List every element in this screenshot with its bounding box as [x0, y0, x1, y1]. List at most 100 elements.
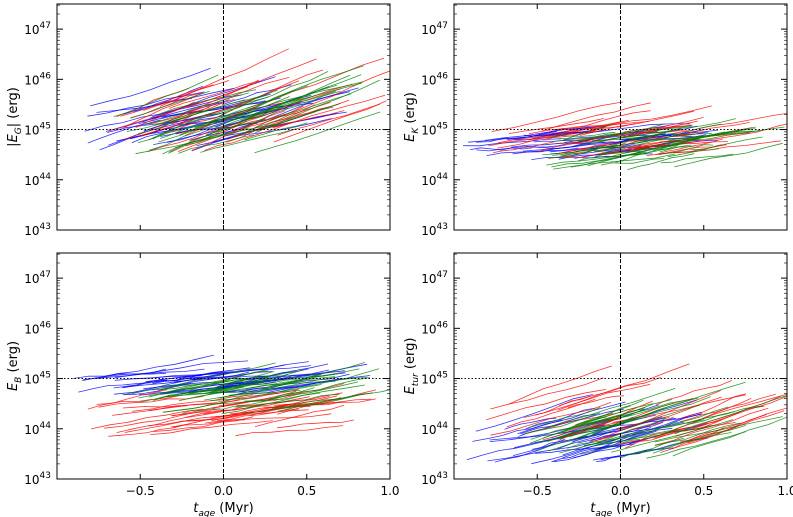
red-track [626, 132, 704, 145]
green-track [277, 368, 380, 393]
tracks [466, 363, 787, 465]
red-track [506, 398, 596, 428]
green-track [534, 423, 625, 443]
green-track [177, 371, 275, 395]
green-track [155, 93, 268, 126]
green-track [205, 110, 295, 136]
red-track [679, 393, 746, 420]
green-track [234, 81, 364, 116]
green-track [178, 379, 298, 402]
blue-track [522, 141, 612, 152]
red-track [579, 110, 694, 136]
green-track [660, 130, 760, 149]
blue-track [475, 394, 593, 432]
green-track [268, 377, 370, 400]
y-tick-label: 1046 [421, 71, 448, 87]
red-track [490, 377, 604, 410]
red-track [163, 112, 227, 134]
red-track [616, 396, 722, 430]
red-track [567, 395, 625, 409]
green-track [544, 388, 676, 429]
x-tick-label: 0.0 [214, 484, 233, 498]
green-track [667, 136, 763, 158]
x-tick-label: −0.5 [523, 484, 552, 498]
panel-bottom-right: −0.5 0.0 0.5 1.0 1043 1044 1045 1046 1047 Etur (e… [403, 252, 793, 517]
y-tick-label: 1047 [421, 21, 448, 37]
green-track [559, 416, 648, 440]
green-track [654, 416, 783, 443]
green-track [650, 405, 764, 430]
blue-track [484, 125, 606, 141]
blue-track [551, 444, 610, 463]
green-track [236, 387, 315, 407]
red-track [148, 411, 211, 427]
green-track [144, 92, 249, 125]
green-track [246, 94, 316, 120]
green-track [210, 384, 322, 402]
green-track [152, 112, 213, 140]
red-track [561, 418, 622, 438]
green-track [658, 148, 720, 155]
blue-track [531, 148, 622, 160]
green-track [528, 407, 601, 428]
green-track [179, 89, 295, 136]
green-track [547, 144, 618, 159]
red-track [273, 100, 387, 143]
red-track [159, 80, 300, 131]
y-axis-label: EK (erg) [403, 92, 421, 142]
green-track [157, 362, 276, 388]
y-tick-label: 1047 [421, 270, 448, 286]
green-track [579, 131, 632, 143]
green-track [631, 144, 692, 156]
red-track [553, 110, 651, 131]
red-track [672, 122, 750, 137]
green-track [240, 93, 352, 135]
green-track [138, 110, 209, 134]
green-track [615, 381, 746, 427]
blue-track [152, 371, 224, 385]
blue-track [114, 360, 249, 379]
green-track [552, 142, 627, 156]
green-track [148, 111, 254, 151]
red-track [272, 94, 386, 129]
red-track [87, 389, 168, 410]
red-track [168, 80, 260, 109]
green-track [567, 431, 647, 449]
green-track [558, 124, 611, 140]
red-track [148, 392, 279, 411]
y-axis-label: Etur (erg) [403, 338, 421, 395]
red-track [143, 80, 230, 111]
red-track [491, 101, 624, 132]
y-tick-label: 1047 [24, 270, 51, 286]
green-track [565, 399, 691, 430]
blue-track [470, 147, 533, 151]
y-tick-label: 1043 [421, 471, 448, 487]
red-track [204, 123, 290, 151]
green-track [254, 111, 381, 154]
x-axis-label: tage (Myr) [193, 501, 253, 517]
green-track [124, 383, 203, 396]
y-tick-label: 1044 [421, 172, 448, 188]
green-track [153, 378, 249, 401]
red-track [590, 105, 712, 131]
green-track [278, 389, 390, 412]
green-track [642, 406, 729, 434]
green-track [135, 127, 250, 155]
series-green [522, 381, 787, 459]
blue-track [605, 147, 657, 153]
tracks [84, 48, 390, 155]
blue-track [83, 368, 205, 380]
red-track [680, 398, 752, 423]
green-track [595, 140, 649, 153]
y-tick-label: 1045 [421, 122, 448, 138]
green-track [660, 153, 734, 164]
y-tick-label: 1046 [24, 320, 51, 336]
blue-track [97, 354, 214, 379]
green-track [592, 396, 711, 435]
blue-track [78, 379, 167, 393]
green-track [240, 74, 362, 122]
green-track [563, 123, 665, 143]
red-track [616, 427, 688, 446]
y-tick-label: 1043 [24, 222, 51, 238]
